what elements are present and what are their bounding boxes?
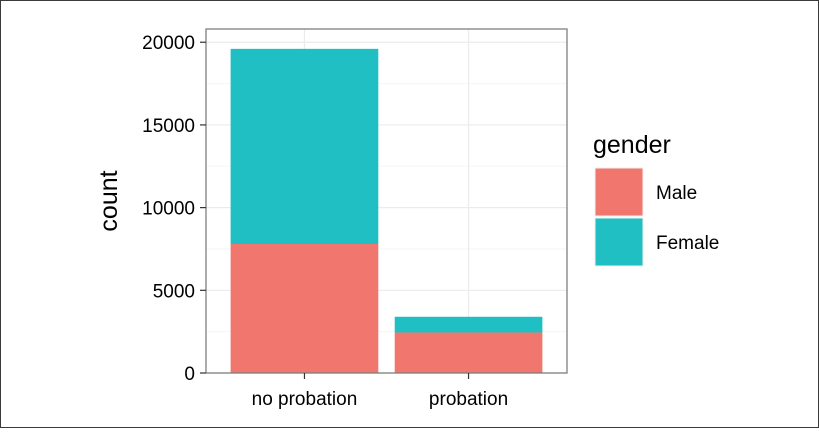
legend: gender Male Female — [593, 131, 719, 268]
axes: 0 5000 10000 15000 20000 no probation probatio… — [142, 33, 508, 410]
y-tick-label: 0 — [184, 364, 195, 385]
bar-female-no-probation — [230, 48, 379, 244]
bar-female-probation — [394, 316, 543, 333]
plot-panel-border — [205, 28, 568, 374]
x-tick-label: no probation — [252, 389, 358, 410]
legend-key-female — [595, 218, 643, 266]
legend-label-male: Male — [656, 183, 697, 204]
bar-male-probation — [394, 332, 543, 373]
x-tick-label: probation — [429, 389, 508, 410]
bar-male-no-probation — [230, 244, 379, 373]
y-tick-label: 15000 — [142, 116, 195, 137]
legend-key-male — [595, 168, 643, 216]
bars — [230, 48, 543, 373]
y-tick-label: 10000 — [142, 199, 195, 220]
y-tick-label: 5000 — [153, 281, 195, 302]
legend-title: gender — [593, 131, 671, 159]
legend-label-female: Female — [656, 233, 719, 254]
y-axis-title: count — [95, 170, 123, 231]
y-tick-label: 20000 — [142, 33, 195, 54]
